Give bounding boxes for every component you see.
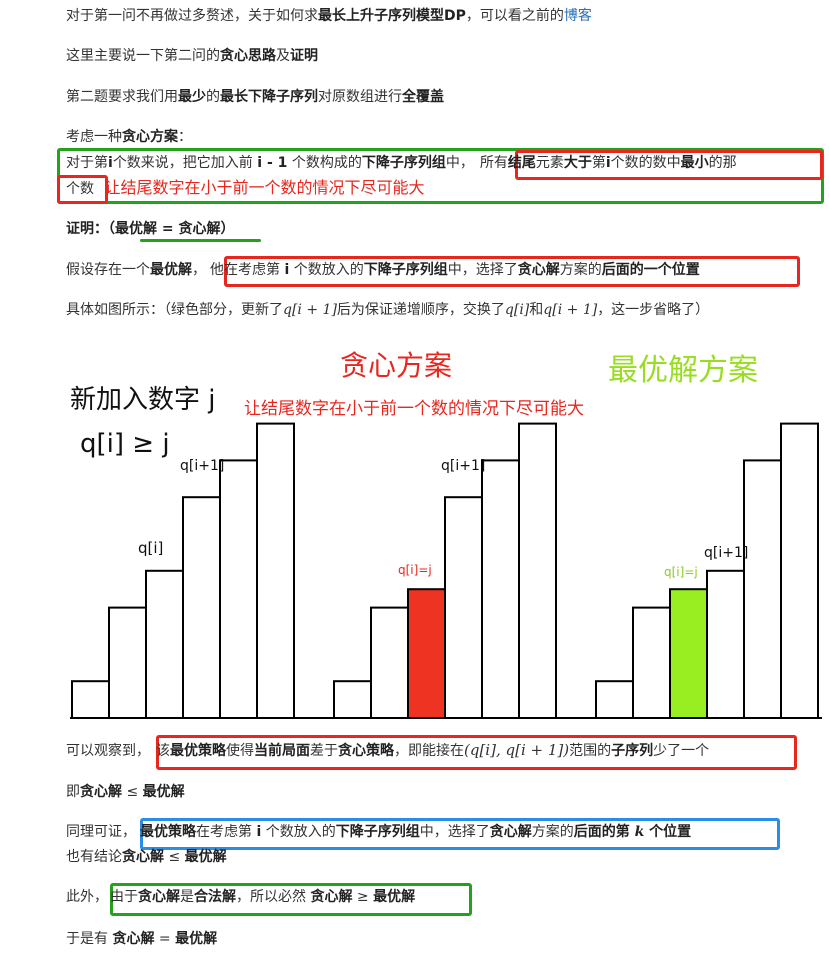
label-qi1-optimal: q[i+1] xyxy=(704,545,748,561)
greedy-key-box-tail xyxy=(57,175,108,204)
handwritten-note: 让结尾数字在小于前一个数的情况下尽可能大 xyxy=(104,178,425,197)
optimal-assumption-box xyxy=(224,256,800,287)
bar-groups xyxy=(71,422,819,720)
bar-g2-2 xyxy=(370,606,409,720)
paragraph-greedy-intro: 考虑一种贪心方案： xyxy=(66,127,192,147)
text: 第二题要求我们用 xyxy=(66,89,178,105)
comparison-figure: 贪心方案 最优解方案 让结尾数字在小于前一个数的情况下尽可能大 新加入数字 j … xyxy=(70,349,822,720)
bold-text: 全覆盖 xyxy=(402,89,444,105)
bold-text: 最少 xyxy=(178,89,206,105)
paragraph-legal: 此外， 由于贪心解是合法解，所以必然 贪心解 ≥ 最优解 xyxy=(66,889,416,905)
bar-g1-3 xyxy=(145,569,184,719)
paragraph-similar-proof: 同理可证， 最优策略在考虑第 i 个数放入的下降子序列组中，选择了贪心解方案的后面… xyxy=(66,824,692,840)
bar-g1-1 xyxy=(71,680,110,720)
bar-g3-6 xyxy=(780,422,819,719)
bar-g1-6 xyxy=(256,422,295,719)
bar-g2-4 xyxy=(444,496,483,719)
bar-g2-6 xyxy=(518,422,557,719)
bold-text: 贪心思路 xyxy=(220,48,276,64)
text: 对于第一问不再做过多赘述，关于如何求 xyxy=(66,8,318,24)
text: 考虑一种 xyxy=(66,129,122,145)
label-qi: q[i] xyxy=(138,539,163,557)
bar-g3-1 xyxy=(595,680,634,720)
paragraph-observation: 可以观察到， 该最优策略使得当前局面差于贪心策略，即能接在(q[i], q[i +… xyxy=(66,741,710,759)
text: 及 xyxy=(276,48,290,64)
bar-g3-5 xyxy=(743,459,782,719)
proof-heading: 证明：（最优解 = 贪心解） xyxy=(66,221,235,237)
paragraph-requirement: 第二题要求我们用最少的最长下降子序列对原数组进行全覆盖 xyxy=(66,87,444,107)
bar-g1-4 xyxy=(182,496,221,719)
legal-solution-box xyxy=(110,883,472,916)
label-qi1-greedy: q[i+1] xyxy=(441,458,485,474)
condition-note: q[i] ≥ j xyxy=(80,429,170,459)
blog-link[interactable]: 博客 xyxy=(563,8,592,24)
text: ，可以看之前的 xyxy=(465,8,564,24)
text: ： xyxy=(178,129,192,145)
bar-g2-1 xyxy=(333,680,372,720)
bar-g3-2 xyxy=(632,606,671,720)
text: 的 xyxy=(206,89,220,105)
bar-g3-3 xyxy=(669,588,708,720)
figure-subtitle: 让结尾数字在小于前一个数的情况下尽可能大 xyxy=(244,399,584,419)
greedy-title: 贪心方案 xyxy=(340,349,452,382)
text: 个数 xyxy=(66,181,94,197)
new-number-note: 新加入数字 j xyxy=(70,385,216,415)
final-conclusion: 于是有 贪心解 = 最优解 xyxy=(66,931,218,947)
similar-proof-box xyxy=(140,818,780,850)
text: 对原数组进行 xyxy=(318,89,402,105)
observation-box xyxy=(156,735,797,770)
paragraph-figure-desc: 具体如图所示：（绿色部分，更新了q[i + 1]后为保证递增顺序，交换了q[i]… xyxy=(66,302,710,318)
paragraph-greedy-rule-cont: 个数 让结尾数字在小于前一个数的情况下尽可能大 xyxy=(66,178,424,199)
green-underline xyxy=(140,239,261,242)
conclusion-1: 即贪心解 ≤ 最优解 xyxy=(66,784,185,800)
paragraph-greedy-rule: 对于第i个数来说，把它加入前 i - 1 个数构成的下降子序列组中， 所有结尾元素… xyxy=(66,155,737,171)
text: 这里主要说一下第二问的 xyxy=(66,48,220,64)
conclusion-2: 也有结论贪心解 ≤ 最优解 xyxy=(66,849,227,865)
optimal-title: 最优解方案 xyxy=(608,353,758,388)
label-qij-optimal: q[i]=j xyxy=(664,565,698,579)
bold-text: 证明 xyxy=(290,48,318,64)
paragraph-intro: 对于第一问不再做过多赘述，关于如何求最长上升子序列模型DP，可以看之前的博客 xyxy=(66,6,592,26)
bar-g1-2 xyxy=(108,606,147,720)
bold-text: 最长下降子序列 xyxy=(220,89,318,105)
paragraph-assumption: 假设存在一个最优解， 他在考虑第 i 个数放入的下降子序列组中，选择了贪心解方案的… xyxy=(66,262,700,278)
paragraph-focus: 这里主要说一下第二问的贪心思路及证明 xyxy=(66,46,318,66)
label-qi1: q[i+1] xyxy=(180,458,224,474)
greedy-key-box xyxy=(515,150,823,180)
bar-g3-4 xyxy=(706,569,745,719)
bar-g1-5 xyxy=(219,459,258,719)
bold-text: 最长上升子序列模型DP xyxy=(318,8,466,24)
bar-g2-3 xyxy=(407,588,446,720)
bar-g2-5 xyxy=(481,459,520,719)
label-qij-greedy: q[i]=j xyxy=(398,563,432,577)
bold-text: 贪心方案 xyxy=(122,129,178,145)
